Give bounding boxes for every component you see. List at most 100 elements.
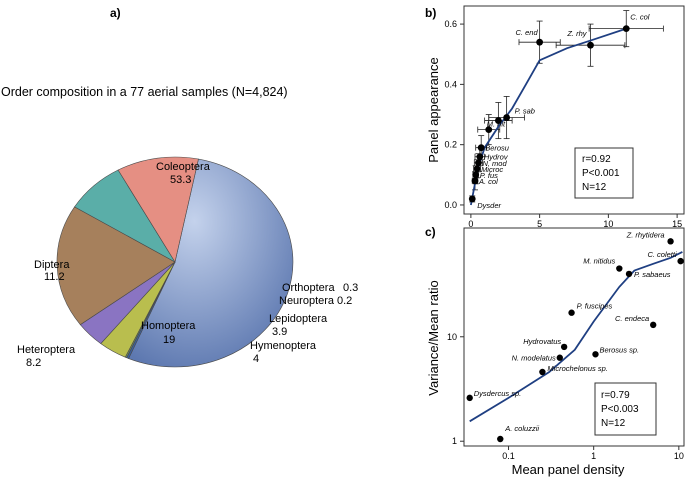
point-label-b-n-mod: N. mod (482, 159, 507, 168)
point-label-b-c-col: C. col (630, 13, 650, 22)
point-b-c-col (622, 25, 630, 33)
x-tick-label-c-0: 0.1 (502, 451, 515, 461)
point-label-c-z-rhytidera: Z. rhytidera (626, 230, 665, 239)
pie-title: Order composition in a 77 aerial samples… (1, 85, 288, 99)
panel-appearance-scatter: b) Panel appearance 0 5 10 15 0.0 0.2 0.4 0.6 D… (425, 5, 685, 229)
point-b-dysder (468, 195, 476, 203)
point-b-a-col (471, 177, 479, 185)
point-b-p-fus (472, 171, 480, 179)
label-hymenoptera-name: Hymenoptera (250, 340, 317, 352)
points-b (468, 25, 630, 203)
point-label-c-p-sabaeus: P. sabaeus (634, 270, 671, 279)
pie-slice-diptera (117, 156, 199, 263)
point-b-hydrov (476, 153, 484, 161)
point-label-c-a-coluzzii: A. coluzzii (504, 424, 539, 433)
label-lepidoptera-name: Lepidoptera (269, 313, 328, 325)
label-neuroptera-name: Neuroptera (279, 295, 335, 307)
point-b-8 (494, 117, 502, 124)
variance-mean-scatter: c) Variance/Mean ratio Mean panel densit… (425, 225, 685, 477)
label-diptera-value: 11.2 (44, 271, 65, 283)
point-b-c-end (536, 38, 544, 46)
point-label-b-m-nit: M. nit (487, 120, 506, 129)
point-c-microchelonus-sp (539, 368, 546, 376)
point-label-c-c-coletti: C. coletti (647, 250, 677, 259)
y-tick-label-c-0: 1 (452, 436, 457, 446)
x-tick-label-b-5: 5 (537, 219, 542, 229)
label-lepidoptera-value: 3.9 (272, 326, 287, 338)
x-tick-label-b-10: 10 (603, 219, 613, 229)
point-c-z-rhytidera (667, 238, 674, 245)
axes-c: 0.1 1 10 1 10 (447, 332, 684, 461)
label-coleoptera-name: Coleoptera (156, 161, 211, 173)
point-label-b-p-fus: P. fus (480, 171, 498, 180)
stat-b-r: r=0.92 (582, 154, 611, 165)
point-label-b-berosu: Berosu (485, 144, 510, 153)
label-homoptera-name: Homoptera (141, 320, 196, 332)
point-label-b-dysder: Dysder (477, 201, 501, 210)
point-labels-c: Z. rhytidera C. coletti M. nitidus P. sabae… (474, 230, 677, 433)
plot-frame-b (463, 5, 685, 215)
label-diptera-name: Diptera (34, 259, 70, 271)
label-neuroptera-value: 0.2 (337, 295, 352, 307)
point-label-b-z-rhy: Z. rhy (566, 29, 587, 38)
stats-box-c (594, 382, 657, 436)
point-label-c-microchelonus-sp: Microchelonus sp. (547, 364, 607, 373)
y-axis-title-b: Panel appearance (426, 57, 441, 163)
x-tick-label-b-0: 0 (468, 219, 473, 229)
label-homoptera-value: 19 (163, 334, 175, 346)
axes-b: 0 5 10 15 0.0 0.2 0.4 0.6 (444, 19, 682, 229)
point-label-b-p-sab: P. sab (515, 107, 535, 116)
panel-a-label: a) (110, 6, 121, 20)
point-c-p-sabaeus (625, 270, 633, 278)
point-c-hydrovatus (560, 343, 568, 351)
label-orthoptera-name: Orthoptera (282, 282, 335, 294)
pie-labels: Coleoptera 53.3 Diptera 11.2 Heteroptera… (17, 161, 358, 369)
panel-b-label: b) (425, 6, 436, 20)
label-coleoptera-value: 53.3 (170, 174, 191, 186)
stat-c-p: P<0.003 (601, 404, 639, 415)
point-b-p-sab (503, 114, 511, 121)
point-c-p-fuscipes (568, 309, 575, 316)
stats-box-b (574, 147, 634, 199)
point-label-b-hydrov: Hydrov (484, 153, 509, 162)
point-label-b-microc: Microc (481, 165, 503, 174)
label-heteroptera-name: Heteroptera (17, 344, 76, 356)
stat-b-p: P<0.001 (582, 168, 620, 179)
point-label-c-dysdercus-sp: Dysdercus sp. (474, 389, 522, 398)
point-b-microc (473, 165, 481, 173)
point-b-n-mod (475, 159, 482, 167)
point-b-berosu (477, 144, 485, 152)
y-tick-label-b-1: 0.2 (444, 140, 457, 150)
point-label-c-c-endeca: C. endeca (615, 314, 649, 323)
point-c-a-coluzzii (497, 435, 504, 443)
point-b-z-rhy (587, 41, 594, 49)
x-tick-label-c-1: 1 (591, 451, 596, 461)
point-c-c-endeca (649, 321, 657, 329)
pie-slice-homoptera (56, 206, 176, 326)
x-tick-label-c-2: 10 (674, 451, 684, 461)
points-c (466, 238, 684, 443)
x-tick-label-b-15: 15 (672, 219, 682, 229)
fit-line-c (469, 251, 683, 423)
y-tick-label-b-2: 0.4 (444, 79, 457, 89)
point-label-b-c-end: C. end (516, 28, 539, 37)
x-axis-title-c: Mean panel density (512, 462, 625, 477)
label-hymenoptera-value: 4 (253, 353, 259, 365)
point-label-c-m-nitidus: M. nitidus (583, 257, 615, 266)
point-c-n-modelatus (556, 354, 563, 361)
y-tick-label-b-3: 0.6 (444, 19, 457, 29)
point-label-c-p-fuscipes: P. fuscipes (577, 302, 613, 311)
point-c-berosus-sp (592, 351, 599, 358)
point-label-c-berosus-sp: Berosus sp. (599, 345, 639, 354)
pie-chart-panel: a) Order composition in a 77 aerial samp… (1, 6, 358, 369)
point-label-c-hydrovatus: Hydrovatus (523, 337, 561, 346)
pie-slice-coleoptera (128, 158, 294, 368)
stat-b-n: N=12 (582, 182, 607, 193)
y-axis-title-c: Variance/Mean ratio (426, 280, 441, 395)
point-b-m-nit (485, 126, 493, 133)
label-orthoptera-value: 0.3 (343, 282, 358, 294)
y-tick-label-c-1: 10 (447, 332, 457, 342)
point-label-b-a-col: A. col (478, 177, 498, 186)
